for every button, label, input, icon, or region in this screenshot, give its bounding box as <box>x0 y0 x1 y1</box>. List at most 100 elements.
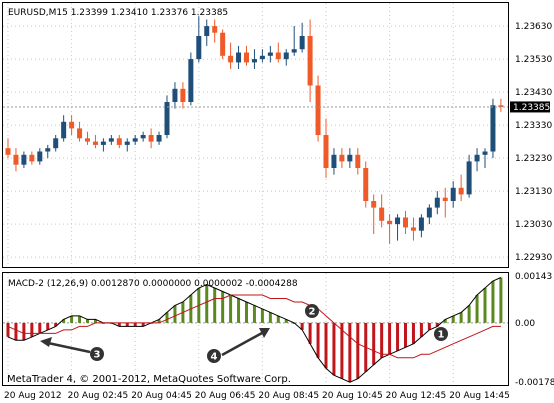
annotations: 1 2 3 4 <box>40 304 448 363</box>
candle <box>323 118 329 178</box>
candle <box>236 45 242 69</box>
candle <box>244 45 249 66</box>
histogram-bar <box>70 315 74 323</box>
candle <box>379 194 385 228</box>
histogram-bar <box>340 322 344 379</box>
candle <box>61 115 67 142</box>
candle <box>45 144 51 159</box>
candlestick-series[interactable] <box>5 16 504 244</box>
candle <box>315 75 321 142</box>
candle-body <box>323 135 329 168</box>
histogram-bar <box>324 322 328 369</box>
macd-histogram[interactable] <box>6 277 503 383</box>
candle <box>434 191 440 215</box>
chart-symbol-label: EURUSD,M15 1.23399 1.23410 1.23376 1.233… <box>8 8 228 18</box>
candle-body <box>474 154 480 162</box>
svg-text:4: 4 <box>211 352 218 363</box>
histogram-bar <box>404 322 407 348</box>
histogram-bar <box>54 322 58 327</box>
candle-body <box>220 32 226 56</box>
histogram-bar <box>388 322 392 355</box>
histogram-bar <box>22 322 26 341</box>
candle-body <box>267 52 273 56</box>
candle-body <box>212 26 218 33</box>
candle <box>418 214 424 238</box>
histogram-bar <box>93 319 97 323</box>
candle <box>450 181 456 208</box>
annotation-marker: 3 <box>90 347 104 361</box>
histogram-bar <box>205 284 209 323</box>
candle <box>85 131 90 145</box>
macd-axis[interactable]: 0.00143 0.00 -0.00178 <box>515 272 554 388</box>
histogram-bar <box>427 322 431 330</box>
histogram-bar <box>483 288 487 323</box>
price-tick: 1.23630 <box>515 22 552 32</box>
histogram-bar <box>141 322 145 327</box>
price-axis[interactable]: 1.23630 1.23530 1.23430 1.23330 1.23230 … <box>515 22 552 263</box>
candle-body <box>315 85 321 135</box>
histogram-bar <box>467 305 471 323</box>
candle-body <box>379 207 385 221</box>
candle-body <box>395 217 401 225</box>
macd-signal-line[interactable] <box>7 294 501 359</box>
candle-body <box>403 217 408 228</box>
histogram-bar <box>14 322 18 341</box>
candle <box>132 135 138 145</box>
candle-body <box>363 168 369 201</box>
candle <box>474 148 480 172</box>
candle-body <box>164 102 170 135</box>
candle <box>403 210 408 234</box>
candle <box>228 42 234 69</box>
candle-body <box>29 154 35 162</box>
candle <box>331 148 337 175</box>
candle-body <box>275 52 281 60</box>
candle-body <box>490 105 496 152</box>
candle <box>347 148 353 168</box>
candle-body <box>100 141 106 145</box>
histogram-bar <box>499 277 503 323</box>
histogram-bar <box>237 298 241 323</box>
histogram-bar <box>229 294 233 323</box>
histogram-bar <box>173 305 177 323</box>
arrow-3 <box>40 337 91 354</box>
candle <box>251 49 257 69</box>
histogram-bar <box>491 281 495 323</box>
svg-text:3: 3 <box>94 350 101 361</box>
candle <box>355 148 361 175</box>
candle <box>140 131 146 142</box>
price-tick: 1.23030 <box>515 220 552 230</box>
histogram-bar <box>78 315 82 323</box>
time-tick: 20 Aug 14:45 <box>449 391 510 401</box>
candle <box>108 135 114 145</box>
histogram-bar <box>396 322 400 351</box>
time-tick: 20 Aug 04:45 <box>131 391 192 401</box>
price-tick: 1.23130 <box>515 187 552 197</box>
time-tick: 20 Aug 12:45 <box>386 391 447 401</box>
price-tick: 1.23530 <box>515 55 552 65</box>
candle <box>148 128 154 149</box>
candle <box>498 98 504 112</box>
price-tick: 1.22930 <box>515 253 552 263</box>
candle <box>442 187 448 218</box>
candle-body <box>458 187 464 195</box>
candle <box>5 138 11 159</box>
candle-body <box>236 52 242 63</box>
candle <box>37 148 43 165</box>
macd-main-line[interactable] <box>7 277 502 383</box>
time-axis[interactable]: 20 Aug 2012 20 Aug 02:45 20 Aug 04:45 20… <box>4 391 510 401</box>
candle-body <box>37 151 43 162</box>
candle-body <box>482 151 488 155</box>
candle <box>371 194 377 234</box>
histogram-bar <box>46 322 50 330</box>
histogram-bar <box>157 319 161 323</box>
candle <box>363 161 369 208</box>
candle-body <box>148 135 154 142</box>
histogram-bar <box>435 322 439 327</box>
macd-tick: -0.00178 <box>515 378 554 388</box>
candle-body <box>228 55 234 63</box>
candle-body <box>132 138 138 142</box>
candle <box>387 214 393 244</box>
histogram-bar <box>86 319 89 323</box>
price-tick: 1.23230 <box>515 154 552 164</box>
